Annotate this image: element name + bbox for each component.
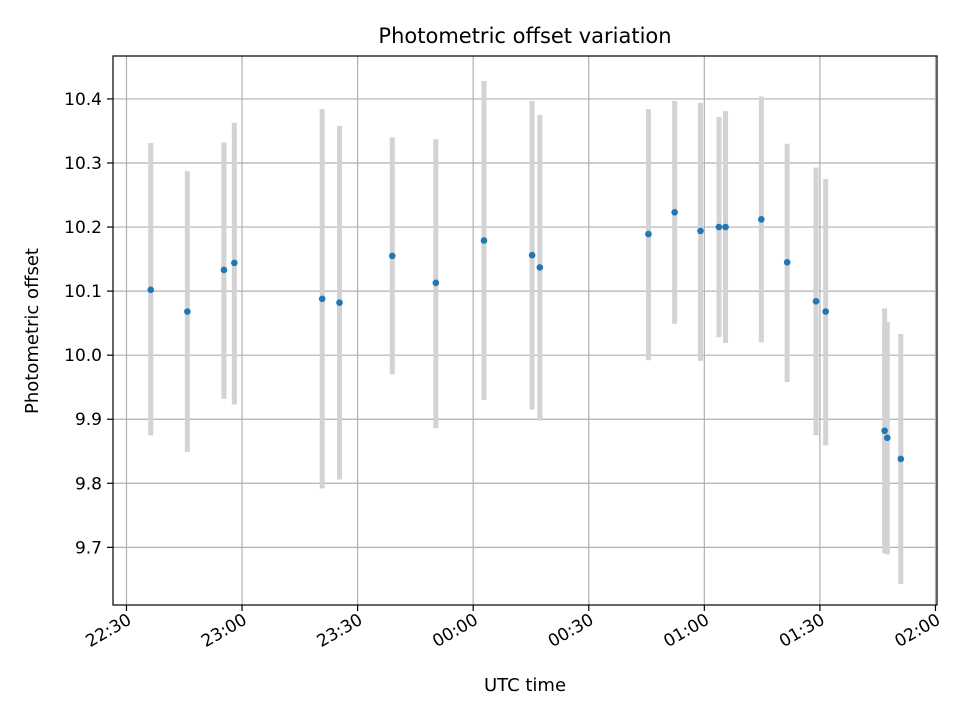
grid	[113, 56, 937, 605]
y-axis-title: Photometric offset	[22, 248, 43, 414]
y-tick-label: 10.4	[64, 90, 102, 110]
y-tick-label: 10.2	[64, 218, 102, 238]
plot-frame	[112, 55, 938, 606]
data-point	[812, 298, 820, 305]
data-point	[645, 230, 652, 238]
data-points	[147, 209, 905, 463]
data-point	[318, 295, 326, 303]
y-tick-label: 10.0	[64, 346, 102, 366]
y-tick-label: 10.3	[64, 154, 102, 174]
y-tick-label: 9.8	[75, 474, 102, 494]
data-point	[715, 223, 723, 231]
data-point	[671, 209, 678, 216]
data-point	[536, 264, 544, 271]
data-point	[480, 237, 488, 244]
y-tick-label: 10.1	[64, 282, 102, 302]
data-point	[184, 308, 191, 315]
data-point	[220, 266, 228, 274]
data-point	[231, 259, 238, 267]
data-point	[697, 227, 704, 235]
y-tick-label: 9.9	[75, 410, 102, 430]
data-point	[147, 286, 155, 294]
data-point	[336, 299, 343, 306]
x-axis-title: UTC time	[484, 675, 566, 696]
data-point	[432, 279, 440, 287]
data-point	[783, 258, 791, 266]
y-tick-label: 9.7	[75, 538, 102, 558]
data-point	[822, 308, 829, 315]
chart-title: Photometric offset variation	[378, 24, 671, 48]
y-axis: 9.7 9.8 9.9 10.0 10.1 10.2 10.3 10.4	[64, 90, 113, 558]
data-point	[388, 252, 396, 260]
data-point	[884, 434, 891, 442]
data-point	[528, 251, 536, 259]
data-point	[758, 216, 765, 223]
data-point	[722, 223, 729, 231]
data-point	[881, 427, 888, 435]
data-point	[897, 455, 905, 463]
